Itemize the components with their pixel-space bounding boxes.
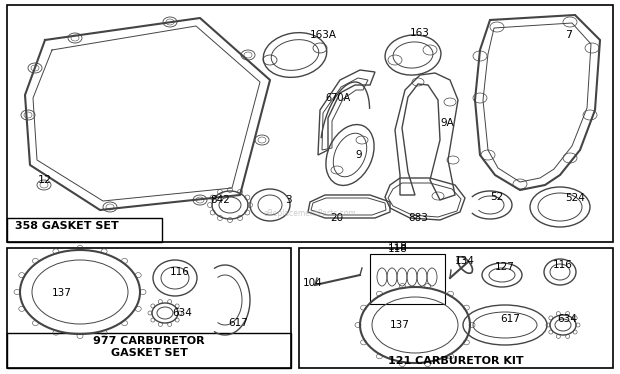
Text: 842: 842 — [210, 195, 230, 205]
Bar — [7, 5, 613, 242]
Text: 634: 634 — [172, 308, 192, 318]
Text: 634: 634 — [557, 314, 577, 324]
Text: 52: 52 — [490, 192, 503, 202]
Text: 9: 9 — [355, 150, 361, 160]
Text: 137: 137 — [390, 320, 410, 330]
Text: 524: 524 — [565, 193, 585, 203]
Text: 12: 12 — [38, 175, 52, 185]
Bar — [7, 248, 291, 368]
Bar — [370, 254, 445, 304]
Text: 3: 3 — [285, 195, 291, 205]
Text: 163A: 163A — [310, 30, 337, 40]
Text: 20: 20 — [330, 213, 343, 223]
Text: 104: 104 — [303, 278, 323, 288]
Text: 134: 134 — [455, 256, 475, 266]
Text: 883: 883 — [408, 213, 428, 223]
Bar — [7, 333, 291, 368]
Text: 121 CARBURETOR KIT: 121 CARBURETOR KIT — [388, 356, 524, 366]
Text: 977 CARBURETOR
GASKET SET: 977 CARBURETOR GASKET SET — [93, 336, 205, 358]
Text: eReplacementParts.com: eReplacementParts.com — [264, 208, 356, 218]
Text: 7: 7 — [565, 30, 572, 40]
Text: 9A: 9A — [440, 118, 454, 128]
Bar — [7, 218, 162, 242]
Text: 137: 137 — [52, 288, 72, 298]
Text: 617: 617 — [228, 318, 248, 328]
Text: 116: 116 — [553, 260, 573, 270]
Text: 163: 163 — [410, 28, 430, 38]
Text: 358 GASKET SET: 358 GASKET SET — [15, 221, 119, 231]
Text: 118: 118 — [388, 244, 408, 254]
Text: 127: 127 — [495, 262, 515, 272]
Text: 617: 617 — [500, 314, 520, 324]
Text: 118: 118 — [388, 242, 408, 252]
Text: 670A: 670A — [325, 93, 350, 103]
Bar — [299, 248, 613, 368]
Text: 116: 116 — [170, 267, 190, 277]
